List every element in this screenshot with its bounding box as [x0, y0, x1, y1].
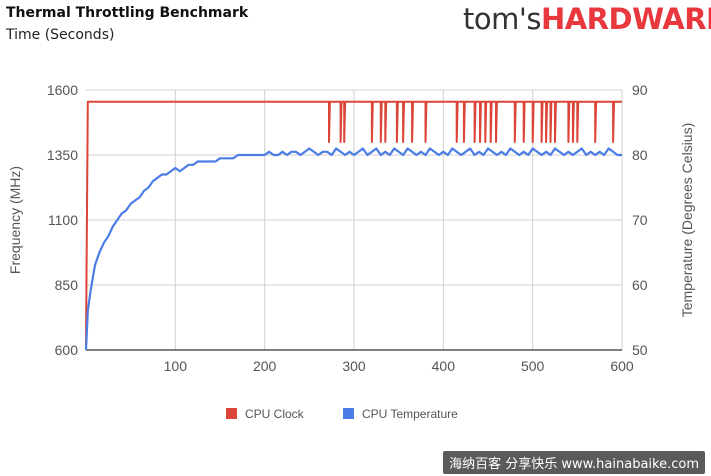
watermark: 海纳百客 分享快乐 www.hainabaike.com [443, 451, 705, 474]
y-right-tick-label: 50 [632, 342, 648, 358]
legend-swatch-cpu-clock [226, 408, 237, 419]
logo-part-toms: tom's [463, 2, 541, 36]
brand-logo: tom'sHARDWARE [463, 2, 711, 36]
y-right-axis-title: Temperature (Degrees Celsius) [679, 123, 695, 318]
y-left-tick-label: 850 [55, 277, 79, 293]
legend-swatch-cpu-temperature [343, 408, 354, 419]
logo-part-hardware: HARDWARE [540, 2, 711, 36]
x-tick-label: 200 [253, 358, 277, 374]
series-line-cpu-clock [85, 100, 622, 345]
legend-label-cpu-clock: CPU Clock [245, 407, 305, 421]
legend-label-cpu-temperature: CPU Temperature [362, 407, 458, 421]
x-tick-label: 400 [432, 358, 456, 374]
y-left-tick-label: 1600 [47, 82, 78, 98]
chart-subtitle: Time (Seconds) [6, 27, 115, 43]
y-right-tick-label: 80 [632, 147, 648, 163]
y-right-tick-label: 60 [632, 277, 648, 293]
y-left-tick-label: 1350 [47, 147, 78, 163]
y-right-tick-label: 70 [632, 212, 648, 228]
y-right-tick-label: 90 [632, 82, 648, 98]
y-left-axis-title: Frequency (MHz) [7, 166, 23, 274]
x-tick-label: 300 [342, 358, 366, 374]
y-left-tick-label: 600 [55, 342, 79, 358]
chart-title: Thermal Throttling Benchmark [6, 5, 249, 21]
series-line-cpu-temperature [84, 147, 622, 351]
y-left-tick-label: 1100 [48, 212, 78, 228]
x-tick-label: 600 [610, 358, 634, 374]
x-tick-label: 500 [521, 358, 545, 374]
x-tick-label: 100 [164, 358, 188, 374]
